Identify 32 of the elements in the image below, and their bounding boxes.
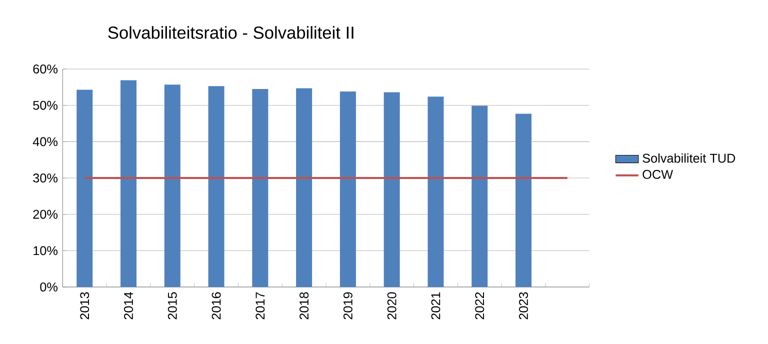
bar bbox=[428, 96, 444, 287]
chart-title: Solvabiliteitsratio - Solvabiliteit II bbox=[108, 26, 354, 39]
x-tick-label: 2020 bbox=[387, 292, 396, 320]
bar bbox=[164, 84, 180, 287]
x-tick-label: 2021 bbox=[431, 292, 440, 320]
y-tick-label: 0% bbox=[40, 282, 58, 292]
y-tick-label: 60% bbox=[33, 64, 58, 74]
x-tick-label: 2023 bbox=[519, 292, 528, 320]
y-tick-label: 50% bbox=[33, 100, 58, 110]
bar bbox=[384, 92, 400, 287]
legend-label: OCW bbox=[642, 170, 674, 179]
bar bbox=[76, 90, 93, 287]
x-tick-label: 2018 bbox=[300, 292, 309, 320]
x-tick-label: 2016 bbox=[212, 292, 221, 320]
x-tick-label: 2019 bbox=[343, 292, 352, 320]
x-tick-label: 2022 bbox=[475, 292, 484, 320]
x-tick-label: 2014 bbox=[124, 292, 133, 320]
x-tick-label: 2013 bbox=[80, 292, 90, 320]
bar bbox=[472, 106, 488, 287]
bar bbox=[340, 92, 356, 287]
y-tick-label: 10% bbox=[34, 246, 58, 256]
y-tick-label: 40% bbox=[32, 137, 58, 146]
bar bbox=[516, 114, 532, 287]
bar bbox=[252, 88, 268, 287]
bar bbox=[296, 88, 312, 287]
legend-label: Solvabiliteit TUD bbox=[642, 153, 736, 163]
y-tick-label: 30% bbox=[33, 174, 58, 182]
x-tick-label: 2017 bbox=[256, 292, 265, 320]
y-tick-label: 20% bbox=[33, 210, 58, 219]
bar bbox=[120, 80, 136, 287]
x-tick-label: 2015 bbox=[168, 292, 177, 320]
bar bbox=[208, 86, 224, 287]
